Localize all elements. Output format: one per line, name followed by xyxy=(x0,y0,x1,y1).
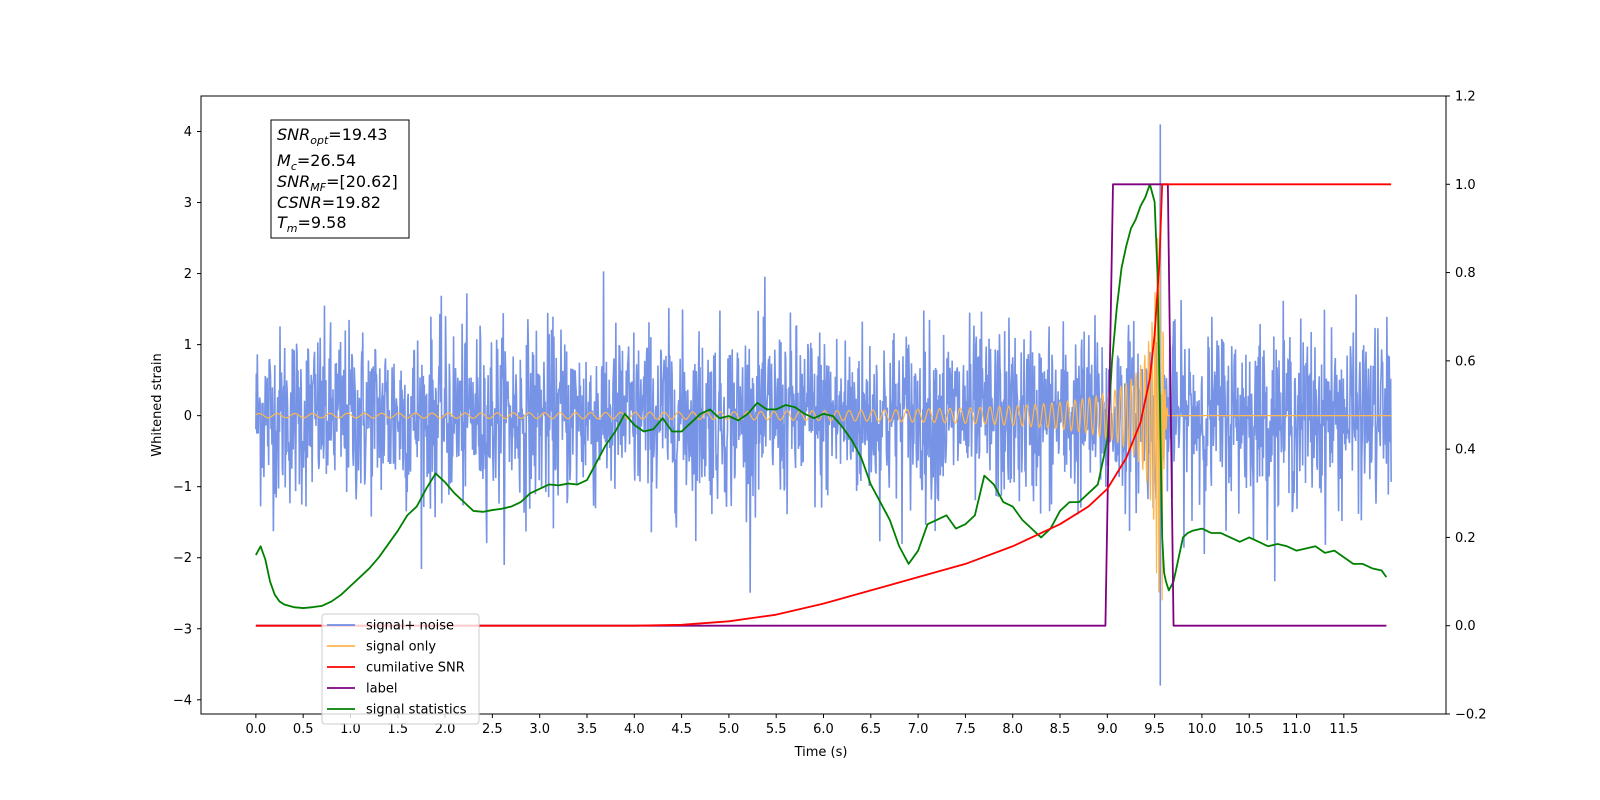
y-axis-right: −0.2 0.0 0.2 0.4 0.6 0.8 1.0 1.2 xyxy=(1446,90,1487,723)
x-tick-label: 1.0 xyxy=(340,722,361,737)
y-tick-right-label: 0.0 xyxy=(1455,619,1476,634)
x-tick-label: 11.5 xyxy=(1329,722,1358,737)
x-tick-label: 3.5 xyxy=(577,722,598,737)
info-symbol: CSNR xyxy=(277,193,322,212)
legend-frame xyxy=(321,613,480,725)
y-tick-right-label: 1.2 xyxy=(1455,90,1476,105)
x-tick-label: 0.0 xyxy=(246,722,267,737)
legend-label: signal only xyxy=(366,640,436,655)
x-tick-label: 8.5 xyxy=(1050,722,1071,737)
x-tick-label: 5.0 xyxy=(719,722,740,737)
series-cumulative-snr xyxy=(255,183,1392,627)
info-symbol: T xyxy=(277,213,288,232)
info-value: =[20.62] xyxy=(326,172,398,191)
info-subscript: m xyxy=(287,222,298,235)
series-layer xyxy=(255,124,1392,686)
legend-label: label xyxy=(366,682,397,697)
info-subscript: MF xyxy=(310,181,326,194)
info-value: =19.43 xyxy=(328,125,387,144)
y-tick-right-label: 0.8 xyxy=(1455,266,1476,281)
x-tick-label: 4.5 xyxy=(671,722,692,737)
x-tick-label: 10.0 xyxy=(1187,722,1216,737)
x-tick-label: 4.0 xyxy=(624,722,645,737)
info-line: SNRopt=19.43 xyxy=(277,125,388,147)
x-tick-label: 9.5 xyxy=(1144,722,1165,737)
info-value: =26.54 xyxy=(297,151,356,170)
y-tick-left-label: −4 xyxy=(173,693,192,708)
x-tick-label: 9.0 xyxy=(1097,722,1118,737)
x-tick-label: 7.5 xyxy=(955,722,976,737)
info-symbol: M xyxy=(277,151,291,170)
legend-label: cumilative SNR xyxy=(366,661,465,676)
y-tick-left-label: 2 xyxy=(184,267,192,282)
x-tick-label: 1.5 xyxy=(387,722,408,737)
y-tick-right-label: 1.0 xyxy=(1455,178,1476,193)
x-tick-label: 2.5 xyxy=(482,722,503,737)
series-signal-only xyxy=(255,232,1392,601)
y-tick-left-label: −1 xyxy=(173,480,192,495)
x-axis: 0.0 0.5 1.0 1.5 2.0 2.5 3.0 3.5 4.0 4.5 5.0 5.5 6.0 6… xyxy=(246,714,1358,737)
x-tick-label: 5.5 xyxy=(766,722,787,737)
y-axis-left: −4 −3 −2 −1 0 1 2 3 4 xyxy=(173,125,201,708)
x-tick-label: 10.5 xyxy=(1235,722,1264,737)
info-subscript: opt xyxy=(310,134,329,147)
y-tick-right-label: 0.6 xyxy=(1455,354,1476,369)
y-tick-left-label: 0 xyxy=(184,409,192,424)
y-tick-left-label: −2 xyxy=(173,551,192,566)
x-tick-label: 11.0 xyxy=(1282,722,1311,737)
series-label xyxy=(255,183,1387,627)
legend-label: signal+ noise xyxy=(366,619,454,634)
series-signal-statistics xyxy=(255,183,1388,609)
info-value: =19.82 xyxy=(322,193,381,212)
x-tick-label: 6.5 xyxy=(860,722,881,737)
info-subscript: c xyxy=(291,160,297,173)
x-tick-label: 0.5 xyxy=(293,722,314,737)
info-line: Tm=9.58 xyxy=(277,213,347,235)
info-box-frame xyxy=(270,119,410,239)
info-value: =9.58 xyxy=(298,213,347,232)
info-symbol: SNR xyxy=(277,172,310,191)
legend: signal+ noise signal only cumilative SNR la… xyxy=(321,613,480,725)
info-line: Mc=26.54 xyxy=(277,151,356,173)
x-tick-label: 6.0 xyxy=(813,722,834,737)
x-tick-label: 3.0 xyxy=(529,722,550,737)
legend-label: signal statistics xyxy=(366,703,467,718)
info-line: CSNR=19.82 xyxy=(277,193,381,212)
y-tick-left-label: 4 xyxy=(184,125,192,140)
y-axis-label: Whitened strain xyxy=(150,353,165,456)
x-tick-label: 8.0 xyxy=(1002,722,1023,737)
x-tick-label: 7.0 xyxy=(908,722,929,737)
y-tick-right-label: −0.2 xyxy=(1455,708,1487,723)
info-box: SNRopt=19.43Mc=26.54SNRMF=[20.62]CSNR=19… xyxy=(270,119,410,239)
y-tick-right-label: 0.2 xyxy=(1455,531,1476,546)
x-tick-label: 2.0 xyxy=(435,722,456,737)
x-axis-label: Time (s) xyxy=(794,745,848,760)
info-line: SNRMF=[20.62] xyxy=(277,172,398,194)
y-tick-right-label: 0.4 xyxy=(1455,443,1476,458)
info-symbol: SNR xyxy=(277,125,310,144)
y-tick-left-label: −3 xyxy=(173,622,192,637)
y-tick-left-label: 1 xyxy=(184,338,192,353)
y-tick-left-label: 3 xyxy=(184,196,192,211)
